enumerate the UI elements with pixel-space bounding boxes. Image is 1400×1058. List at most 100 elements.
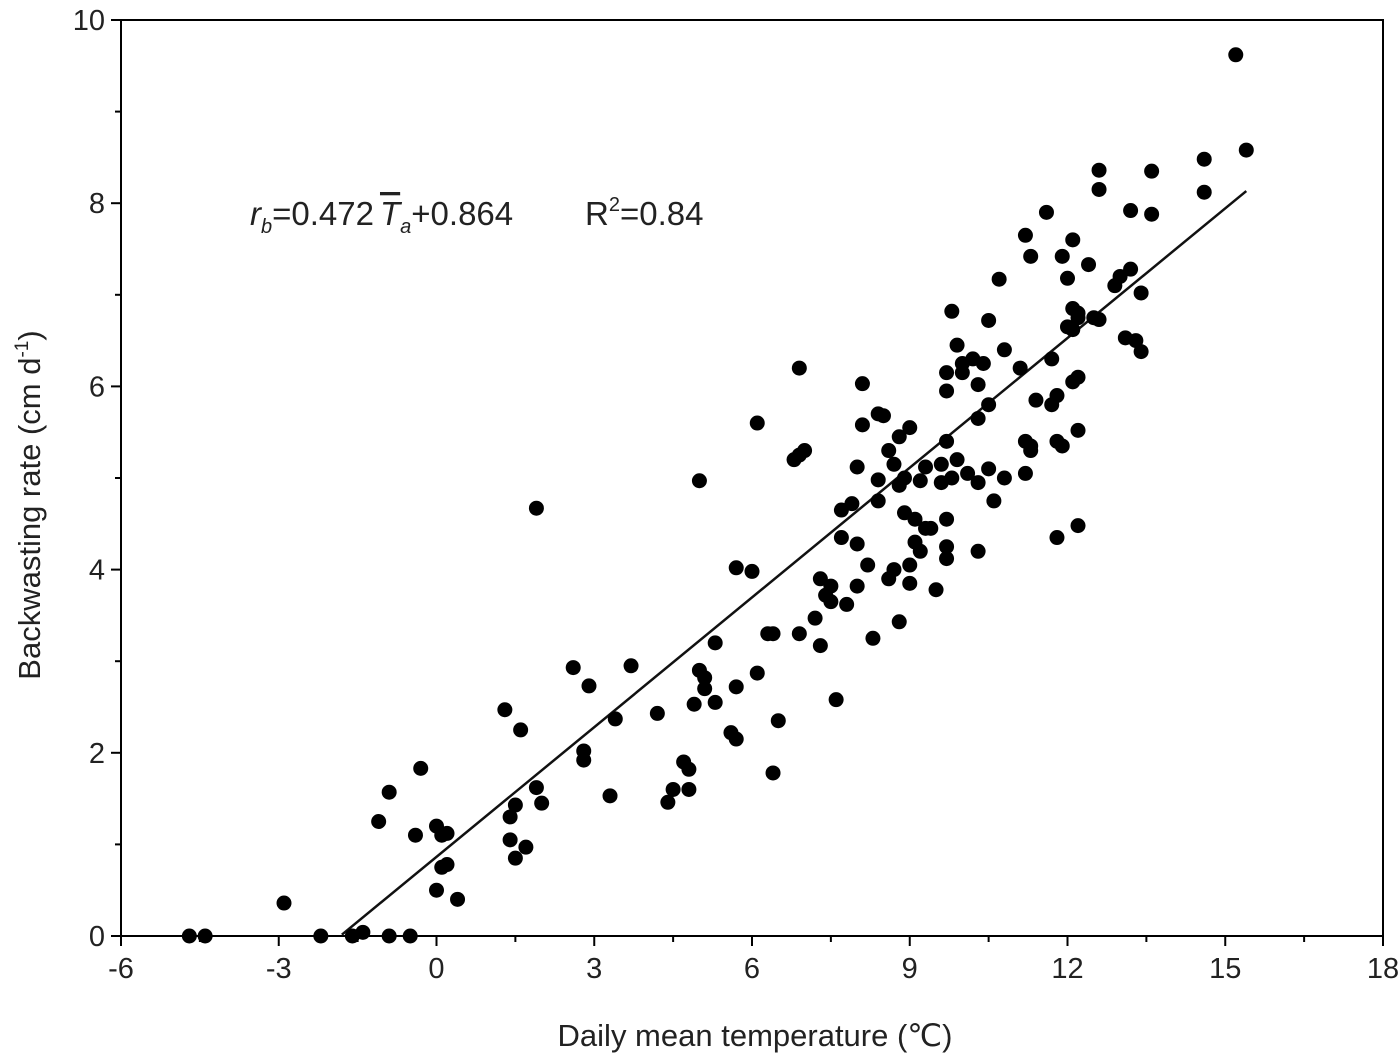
data-point xyxy=(371,814,387,829)
data-point xyxy=(960,465,976,481)
r-squared-label: R2=0.84 xyxy=(585,194,703,232)
data-point xyxy=(791,360,807,376)
data-point xyxy=(313,928,329,944)
y-tick-label: 6 xyxy=(89,371,105,403)
y-tick-label: 2 xyxy=(89,738,105,770)
data-point xyxy=(1070,310,1086,326)
data-point xyxy=(1023,248,1039,264)
y-axis: 0 2 4 6 8 10 xyxy=(73,5,121,953)
data-point xyxy=(797,443,813,459)
data-point xyxy=(849,578,865,594)
data-point xyxy=(744,563,760,579)
data-point xyxy=(828,692,844,708)
eq-t-sub: a xyxy=(400,216,411,238)
data-point xyxy=(886,456,902,472)
regression-line xyxy=(341,190,1248,936)
data-point xyxy=(507,850,523,866)
plot-frame xyxy=(120,19,1384,937)
data-point xyxy=(1123,261,1139,277)
equation-label: rb=0.472 Ta+0.864 xyxy=(250,195,513,238)
y-axis-title-sup: -1 xyxy=(12,341,33,358)
data-point xyxy=(681,761,697,777)
data-point xyxy=(1054,248,1070,264)
x-tick-label: 18 xyxy=(1367,953,1399,985)
eq-r-sub: b xyxy=(261,216,272,238)
data-point xyxy=(197,928,213,944)
data-point xyxy=(1081,257,1097,273)
data-point xyxy=(1054,438,1070,454)
data-point xyxy=(576,752,592,768)
data-point xyxy=(1060,270,1075,286)
data-point xyxy=(728,560,744,576)
data-point xyxy=(939,365,955,381)
data-point xyxy=(749,415,765,431)
data-point xyxy=(807,610,823,626)
data-point xyxy=(954,365,970,381)
data-point xyxy=(881,443,897,459)
data-point xyxy=(439,825,455,841)
data-point xyxy=(949,452,965,468)
data-point xyxy=(707,635,723,651)
eq-t: T xyxy=(380,195,403,232)
data-point xyxy=(970,377,986,393)
data-point xyxy=(686,696,702,712)
data-point xyxy=(1038,204,1054,220)
data-point xyxy=(507,797,523,813)
data-point xyxy=(1144,206,1160,222)
data-point xyxy=(429,882,444,898)
data-point xyxy=(1023,443,1039,459)
data-point xyxy=(1070,369,1086,385)
data-point xyxy=(1049,388,1065,404)
data-point xyxy=(728,731,744,747)
data-point xyxy=(1091,312,1107,328)
data-point xyxy=(849,459,865,475)
data-point xyxy=(681,781,697,797)
data-point xyxy=(996,342,1012,358)
data-point xyxy=(854,376,870,392)
data-point xyxy=(902,557,918,573)
data-point xyxy=(933,456,949,472)
data-point xyxy=(697,670,713,686)
data-points xyxy=(181,47,1254,944)
x-tick-label: 9 xyxy=(902,953,918,985)
y-axis-title-main: Backwasting rate (cm d xyxy=(12,358,47,680)
data-point xyxy=(407,827,423,843)
data-point xyxy=(886,562,902,578)
data-point xyxy=(607,711,623,727)
data-point xyxy=(513,722,529,738)
x-tick-label: -6 xyxy=(108,953,134,985)
x-axis-title: Daily mean temperature (℃) xyxy=(558,1018,953,1053)
data-point xyxy=(907,511,923,527)
data-point xyxy=(949,337,965,353)
data-point xyxy=(944,303,960,319)
data-point xyxy=(534,795,550,811)
data-point xyxy=(1133,285,1149,301)
data-point xyxy=(981,397,997,413)
r2-r: R xyxy=(585,195,609,232)
data-point xyxy=(1012,360,1028,376)
data-point xyxy=(1065,232,1081,248)
data-point xyxy=(823,594,839,610)
data-point xyxy=(823,578,839,594)
data-point xyxy=(381,784,397,800)
data-point xyxy=(812,638,828,654)
data-point xyxy=(918,459,934,475)
data-point xyxy=(1049,530,1065,546)
data-point xyxy=(839,596,855,612)
data-point xyxy=(381,928,397,944)
data-point xyxy=(765,626,781,642)
data-point xyxy=(691,473,707,489)
data-point xyxy=(870,472,886,488)
data-point xyxy=(581,678,597,694)
data-point xyxy=(891,614,907,630)
data-point xyxy=(1017,465,1033,481)
data-point xyxy=(749,665,765,681)
data-point xyxy=(1112,268,1128,284)
data-point xyxy=(765,765,781,781)
data-point xyxy=(660,794,676,810)
eq-tail: +0.864 xyxy=(411,195,513,232)
y-axis-title-close: ) xyxy=(12,330,47,340)
data-point xyxy=(1123,203,1139,219)
data-point xyxy=(665,781,681,797)
